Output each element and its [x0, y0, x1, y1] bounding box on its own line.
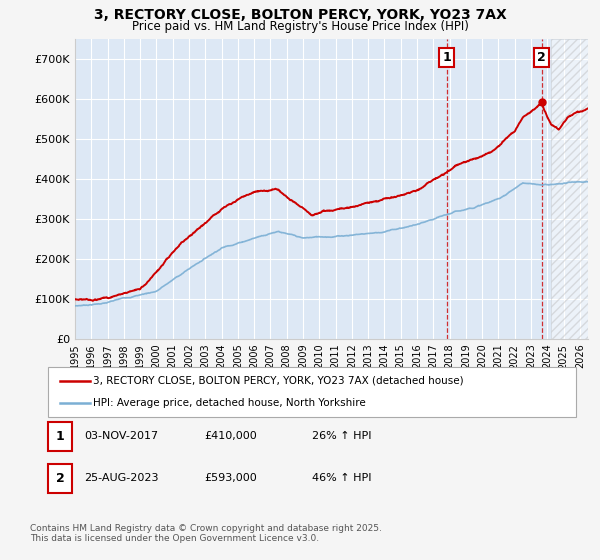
Text: £410,000: £410,000 — [204, 431, 257, 441]
Text: 3, RECTORY CLOSE, BOLTON PERCY, YORK, YO23 7AX: 3, RECTORY CLOSE, BOLTON PERCY, YORK, YO… — [94, 8, 506, 22]
Text: HPI: Average price, detached house, North Yorkshire: HPI: Average price, detached house, Nort… — [93, 398, 366, 408]
Text: £593,000: £593,000 — [204, 473, 257, 483]
Text: 46% ↑ HPI: 46% ↑ HPI — [312, 473, 371, 483]
Text: Price paid vs. HM Land Registry's House Price Index (HPI): Price paid vs. HM Land Registry's House … — [131, 20, 469, 33]
Text: 26% ↑ HPI: 26% ↑ HPI — [312, 431, 371, 441]
Text: 3, RECTORY CLOSE, BOLTON PERCY, YORK, YO23 7AX (detached house): 3, RECTORY CLOSE, BOLTON PERCY, YORK, YO… — [93, 376, 464, 386]
Text: 2: 2 — [537, 51, 546, 64]
Text: 2: 2 — [56, 472, 64, 485]
Text: 1: 1 — [56, 430, 64, 443]
Text: 1: 1 — [443, 51, 451, 64]
Text: 25-AUG-2023: 25-AUG-2023 — [84, 473, 158, 483]
Text: Contains HM Land Registry data © Crown copyright and database right 2025.
This d: Contains HM Land Registry data © Crown c… — [30, 524, 382, 543]
Text: 03-NOV-2017: 03-NOV-2017 — [84, 431, 158, 441]
Bar — [551, 39, 588, 339]
